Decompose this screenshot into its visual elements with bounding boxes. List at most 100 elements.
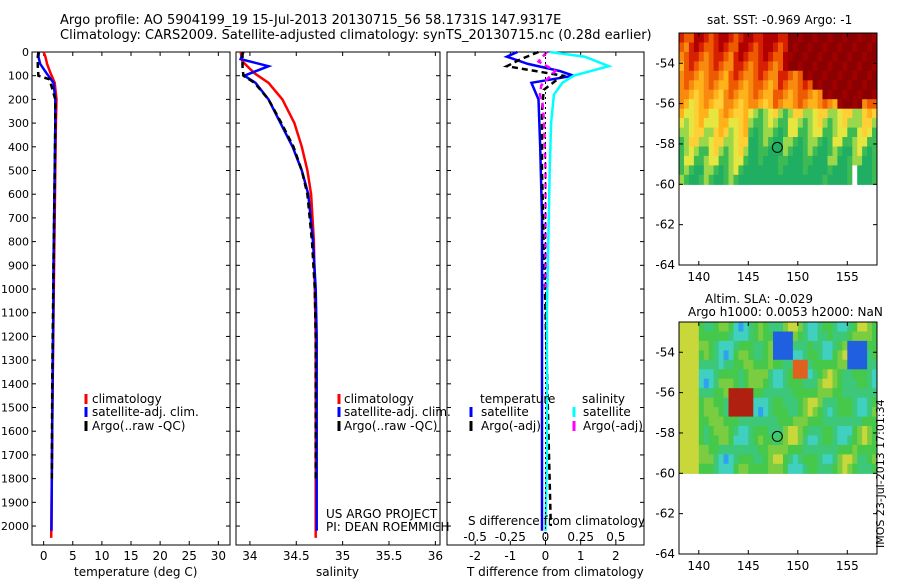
sla-cell <box>837 397 843 408</box>
temp-ytick-label: 100 <box>8 70 29 83</box>
sla-cell <box>827 359 833 370</box>
sst-cell <box>738 80 744 91</box>
sst-cell <box>847 33 853 44</box>
sst-cell <box>748 99 754 110</box>
sst-cell <box>708 89 715 100</box>
sla-cell <box>837 340 843 351</box>
sla-cell <box>758 340 764 351</box>
temp-xtick-label: 20 <box>152 549 167 563</box>
sst-cell <box>679 70 685 81</box>
sla-cell <box>842 359 848 370</box>
sst-cell <box>713 61 720 72</box>
sst-cell <box>738 118 744 129</box>
sst-cell <box>743 61 749 72</box>
sst-cell <box>763 42 769 53</box>
sst-cell <box>773 165 779 176</box>
sla-cell <box>842 322 848 333</box>
sst-cell <box>684 99 690 110</box>
sla-cell <box>728 463 734 474</box>
sla-cell <box>867 331 873 342</box>
sst-cell <box>758 118 764 129</box>
sst-cell <box>723 61 729 72</box>
sst-cell <box>753 127 759 138</box>
sst-cell <box>862 99 868 110</box>
sst-cell <box>728 80 734 91</box>
sla-cell <box>748 378 754 389</box>
sla-cell <box>783 350 789 361</box>
sst-cell <box>708 146 715 157</box>
sla-cell <box>679 407 685 418</box>
sst-cell <box>872 42 878 53</box>
temp-ytick-label: 500 <box>8 165 29 178</box>
temp-ytick-label: 800 <box>8 236 29 249</box>
sst-cell <box>783 155 789 166</box>
sla-cell <box>817 388 824 399</box>
sst-cell <box>872 99 878 110</box>
sst-cell <box>773 174 779 185</box>
sst-cell <box>723 33 729 44</box>
sst-cell <box>708 155 715 166</box>
sst-cell <box>733 127 739 138</box>
sla-cell <box>787 397 794 408</box>
sst-cell <box>852 80 858 91</box>
sla-cell <box>792 340 799 351</box>
sst-cell <box>872 108 878 119</box>
sst-cell <box>832 108 838 119</box>
sla-cell <box>807 388 814 399</box>
sla-cell <box>773 426 779 437</box>
sla-cell <box>758 378 764 389</box>
sst-cell <box>728 155 734 166</box>
sst-cell <box>693 165 700 176</box>
sla-cell <box>684 378 690 389</box>
sla-cell <box>827 388 833 399</box>
sla-cell <box>738 454 744 465</box>
sla-cell <box>693 463 700 474</box>
sla-cell <box>817 359 824 370</box>
sla-cell <box>708 454 715 465</box>
sla-cell <box>847 463 853 474</box>
sla-cell <box>718 463 725 474</box>
sla-cell <box>807 407 814 418</box>
sst-cell <box>763 70 769 81</box>
sst-cell <box>763 108 769 119</box>
sst-cell <box>698 165 705 176</box>
sst-cell <box>708 174 715 185</box>
sst-cell <box>768 108 774 119</box>
sla-cell <box>802 322 809 333</box>
sst-cell <box>723 118 729 129</box>
sla-cell <box>763 322 769 333</box>
sla-cell <box>837 388 843 399</box>
sst-cell <box>708 42 715 53</box>
sst-cell <box>778 108 784 119</box>
sla-cell <box>827 397 833 408</box>
sst-cell <box>812 108 819 119</box>
sla-cell <box>857 444 863 455</box>
sst-cell <box>713 51 720 62</box>
sal-frame <box>235 51 441 546</box>
sla-cell <box>847 444 853 455</box>
sst-cell <box>827 70 833 81</box>
sla-cell <box>802 331 809 342</box>
sla-cell <box>723 454 729 465</box>
sla-cell <box>822 350 828 361</box>
sst-cell <box>733 70 739 81</box>
sla-cell <box>684 407 690 418</box>
sla-cell <box>753 369 759 380</box>
sst-cell <box>847 99 853 110</box>
sst-cell <box>807 70 814 81</box>
sla-cell <box>713 369 720 380</box>
sla-cell <box>688 463 695 474</box>
sla-cell <box>743 463 749 474</box>
sst-cell <box>753 70 759 81</box>
sst-cell <box>822 127 828 138</box>
sla-cell <box>827 426 833 437</box>
diff-xtick-label: 1 <box>577 549 585 563</box>
sst-cell <box>802 42 809 53</box>
sla-cell <box>817 331 824 342</box>
sla-cell <box>842 369 848 380</box>
sla-cell <box>679 444 685 455</box>
sla-cell <box>753 359 759 370</box>
sla-cell <box>827 322 833 333</box>
sst-cell <box>837 108 843 119</box>
sla-cell <box>862 350 868 361</box>
